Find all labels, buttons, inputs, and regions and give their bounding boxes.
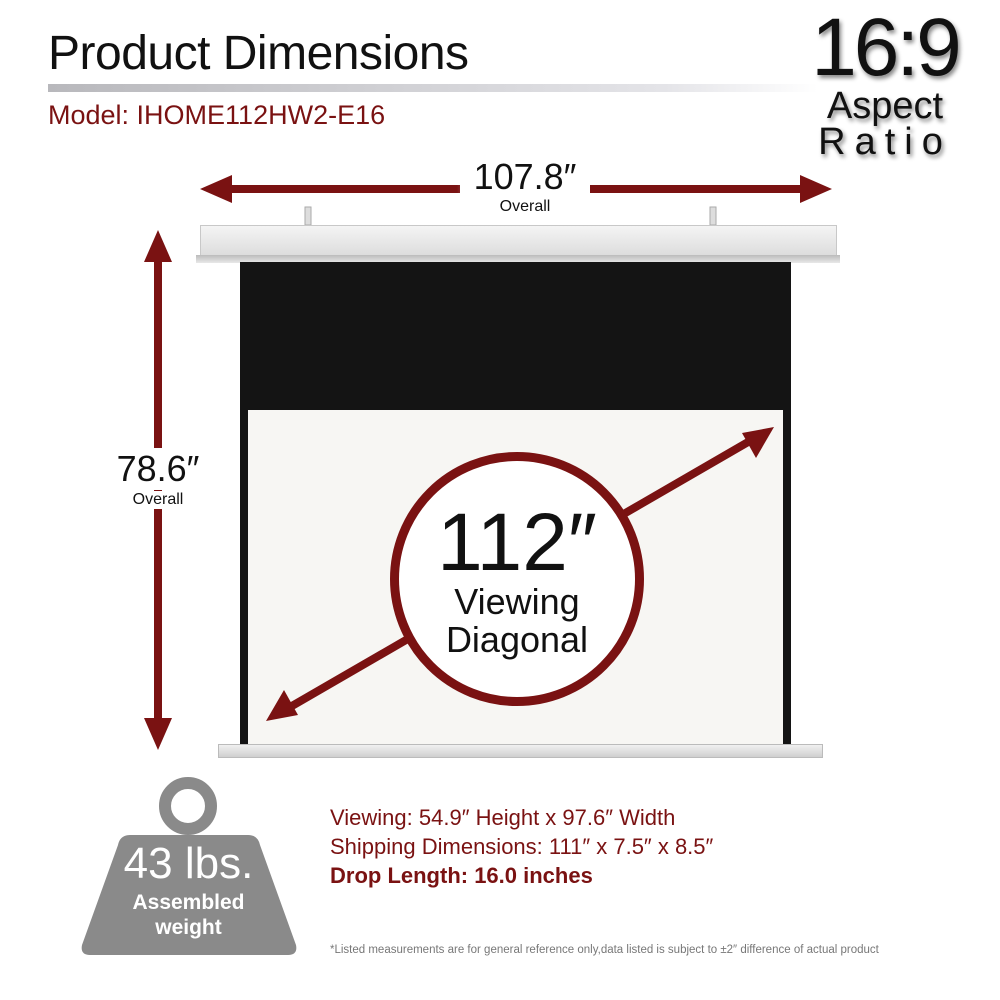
model-number: Model: IHOME112HW2-E16 — [48, 100, 386, 130]
diagonal-circle: 112″ Viewing Diagonal — [390, 452, 644, 706]
width-label: Overall — [499, 198, 551, 215]
aspect-ratio-badge: 16:9 Aspect Ratio — [805, 2, 965, 163]
weight-label: 43 lbs. Assembled weight — [80, 838, 297, 940]
shipping-dimensions: Shipping Dimensions: 111″ x 7.5″ x 8.5″ — [330, 834, 714, 859]
diagonal-value: 112″ — [437, 497, 597, 588]
screen-bottom-bar — [218, 744, 823, 758]
drop-length: Drop Length: 16.0 inches — [330, 863, 593, 888]
screen-housing — [200, 225, 837, 257]
diagonal-label: Diagonal — [445, 619, 589, 660]
title-divider — [48, 84, 818, 92]
viewing-size: Viewing: 54.9″ Height x 97.6″ Width — [330, 805, 676, 830]
ratio-label: Ratio — [818, 121, 952, 163]
weight-value: 43 lbs. — [123, 839, 254, 888]
specifications: Viewing: 54.9″ Height x 97.6″ Width Ship… — [330, 803, 713, 890]
weight-caption-2: weight — [155, 916, 222, 939]
page-title: Product Dimensions — [48, 27, 469, 80]
aspect-ratio-value: 16:9 — [811, 2, 962, 93]
viewing-label: Viewing — [454, 581, 580, 622]
housing-lip — [196, 255, 840, 263]
width-value: 107.8″ — [460, 156, 590, 198]
height-value: 78.6″ — [98, 448, 218, 490]
height-arrow — [144, 230, 172, 750]
height-label: Overall — [98, 491, 218, 509]
aspect-label: Aspect — [826, 85, 944, 127]
disclaimer: *Listed measurements are for general ref… — [330, 944, 879, 956]
weight-caption-1: Assembled — [132, 891, 245, 914]
